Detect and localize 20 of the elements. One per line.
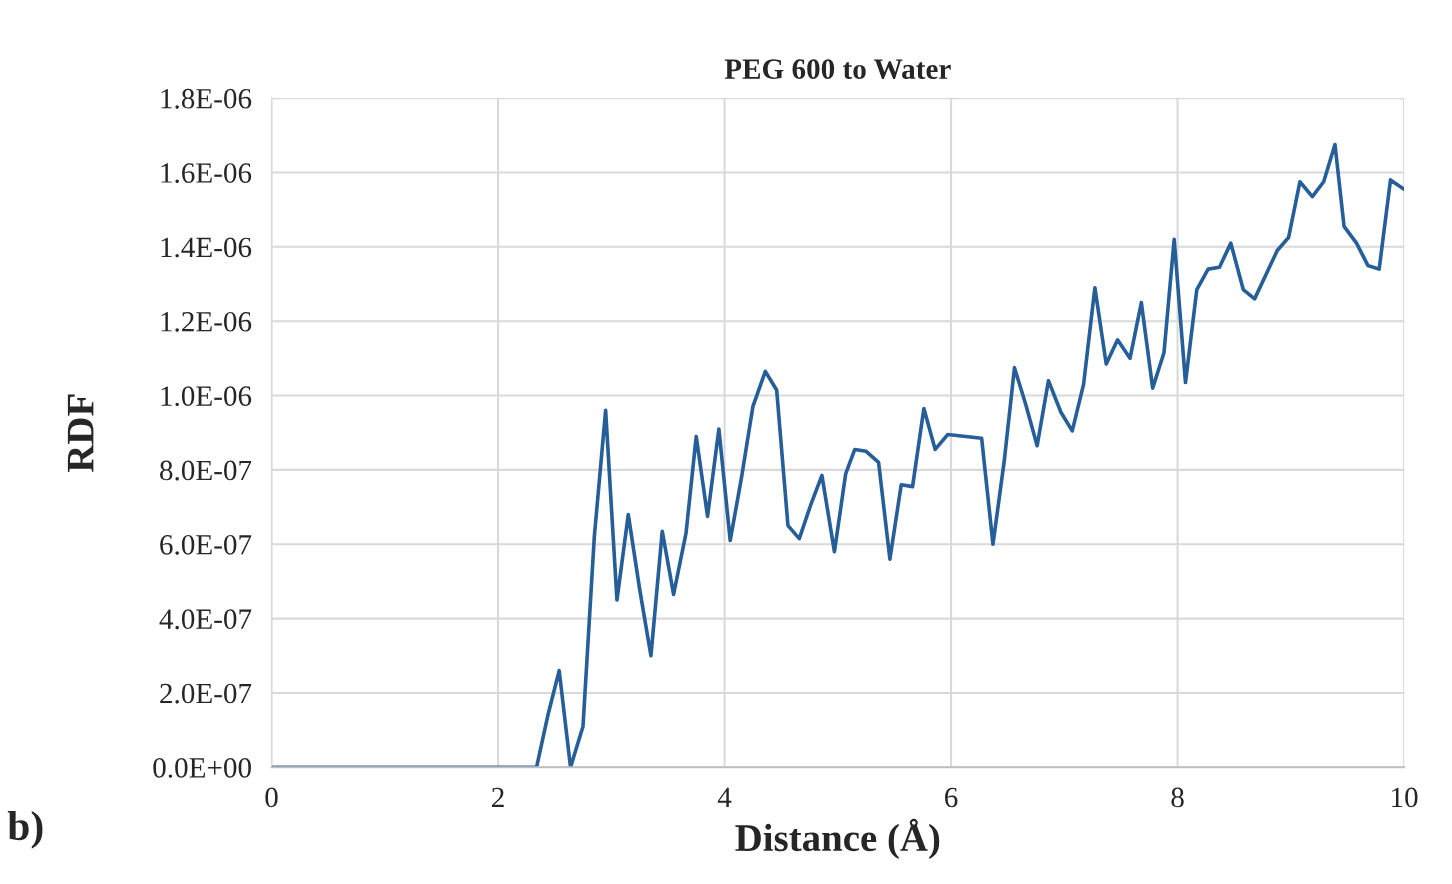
y-tick-label: 4.0E-07 xyxy=(159,609,252,630)
x-tick-label: 4 xyxy=(717,787,732,807)
x-tick-label: 8 xyxy=(1171,787,1184,808)
chart-title: PEG 600 to Water xyxy=(724,59,951,80)
y-tick-label: 0.0E+00 xyxy=(153,758,251,778)
y-tick-label: 1.8E-06 xyxy=(161,88,252,109)
x-tick-label: 0 xyxy=(265,787,278,808)
y-tick-label: 1.6E-06 xyxy=(161,163,252,184)
y-tick-label: 6.0E-07 xyxy=(160,534,252,555)
x-tick-label: 10 xyxy=(1392,787,1418,808)
y-tick-label: 1.2E-06 xyxy=(161,311,252,332)
y-tick-label: 2.0E-07 xyxy=(160,683,252,704)
x-tick-label: 2 xyxy=(492,787,504,807)
y-tick-label: 1.4E-06 xyxy=(161,237,252,258)
x-axis-title: Distance (Å) xyxy=(735,818,940,860)
y-axis-title: RDF xyxy=(67,394,94,473)
y-tick-label: 8.0E-07 xyxy=(160,460,252,481)
x-tick-label: 6 xyxy=(945,787,958,808)
text: b) xyxy=(7,810,43,849)
y-tick-label: 1.0E-06 xyxy=(161,386,252,407)
